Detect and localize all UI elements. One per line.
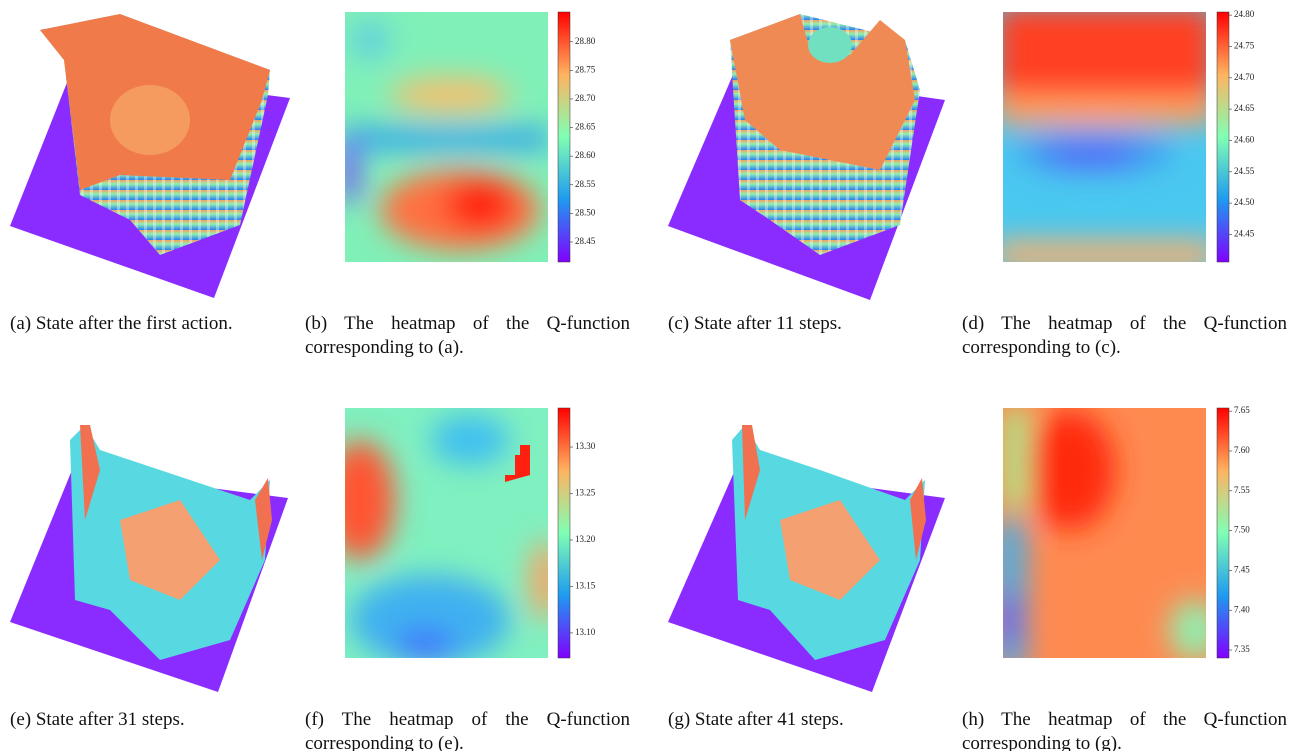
caption: (e) State after 31 steps. — [10, 708, 300, 732]
colorbar-tick-label: 24.45 — [1234, 228, 1255, 238]
figure-graphics: 28.80 28.75 28.70 28.65 28.60 28.55 28.50 28.45… — [0, 0, 1290, 751]
colorbar-tick-label: 24.75 — [1234, 41, 1255, 51]
caption: (b) The heatmap of the Q-function corres… — [305, 312, 630, 360]
colorbar-tick-label: 28.80 — [575, 36, 596, 46]
colorbar-tick-label: 24.55 — [1234, 166, 1255, 176]
heatmap — [325, 408, 560, 665]
colorbar-tick-label: 13.20 — [575, 534, 596, 544]
caption: (g) State after 41 steps. — [668, 708, 958, 732]
surface-plot — [10, 14, 290, 298]
colorbar-tick-label: 28.45 — [575, 236, 596, 246]
colorbar-tick-label: 13.30 — [575, 441, 596, 451]
colorbar-tick-label: 28.70 — [575, 93, 596, 103]
colorbar-tick-label: 24.65 — [1234, 103, 1255, 113]
colorbar-tick-label: 13.10 — [575, 627, 596, 637]
colorbar — [1217, 12, 1229, 262]
colorbar — [1217, 408, 1229, 658]
colorbar-tick-label: 13.15 — [575, 581, 596, 591]
colorbar — [558, 408, 570, 658]
caption: (h) The heatmap of the Q-function corres… — [962, 708, 1287, 751]
colorbar-tick-label: 13.25 — [575, 488, 596, 498]
colorbar — [558, 12, 570, 262]
colorbar-tick-label: 24.70 — [1234, 72, 1255, 82]
colorbar-tick-label: 7.40 — [1234, 604, 1250, 614]
caption: (a) State after the first action. — [10, 312, 300, 336]
colorbar-tick-label: 28.65 — [575, 122, 596, 132]
colorbar-tick-label: 7.65 — [1234, 405, 1250, 415]
caption: (c) State after 11 steps. — [668, 312, 958, 336]
surface-plot — [668, 14, 945, 300]
colorbar-tick-label: 24.60 — [1234, 135, 1255, 145]
surface-plot — [10, 425, 288, 692]
colorbar-tick-label: 28.50 — [575, 207, 596, 217]
colorbar-tick-label: 7.60 — [1234, 445, 1250, 455]
caption: (f) The heatmap of the Q-function corres… — [305, 708, 630, 751]
heatmap — [995, 5, 1215, 270]
heatmap — [340, 12, 550, 262]
figure: 28.80 28.75 28.70 28.65 28.60 28.55 28.50 28.45… — [0, 0, 1290, 751]
colorbar-tick-label: 7.50 — [1234, 525, 1250, 535]
colorbar-tick-label: 28.75 — [575, 64, 596, 74]
colorbar-tick-label: 24.50 — [1234, 197, 1255, 207]
heatmap — [995, 408, 1220, 670]
caption: (d) The heatmap of the Q-function corres… — [962, 312, 1287, 360]
colorbar-tick-label: 7.55 — [1234, 485, 1250, 495]
surface-plot — [668, 425, 945, 692]
colorbar-tick-label: 28.60 — [575, 150, 596, 160]
colorbar-tick-label: 7.45 — [1234, 564, 1250, 574]
colorbar-tick-label: 28.55 — [575, 179, 596, 189]
colorbar-tick-label: 7.35 — [1234, 644, 1250, 654]
colorbar-tick-label: 24.80 — [1234, 9, 1255, 19]
